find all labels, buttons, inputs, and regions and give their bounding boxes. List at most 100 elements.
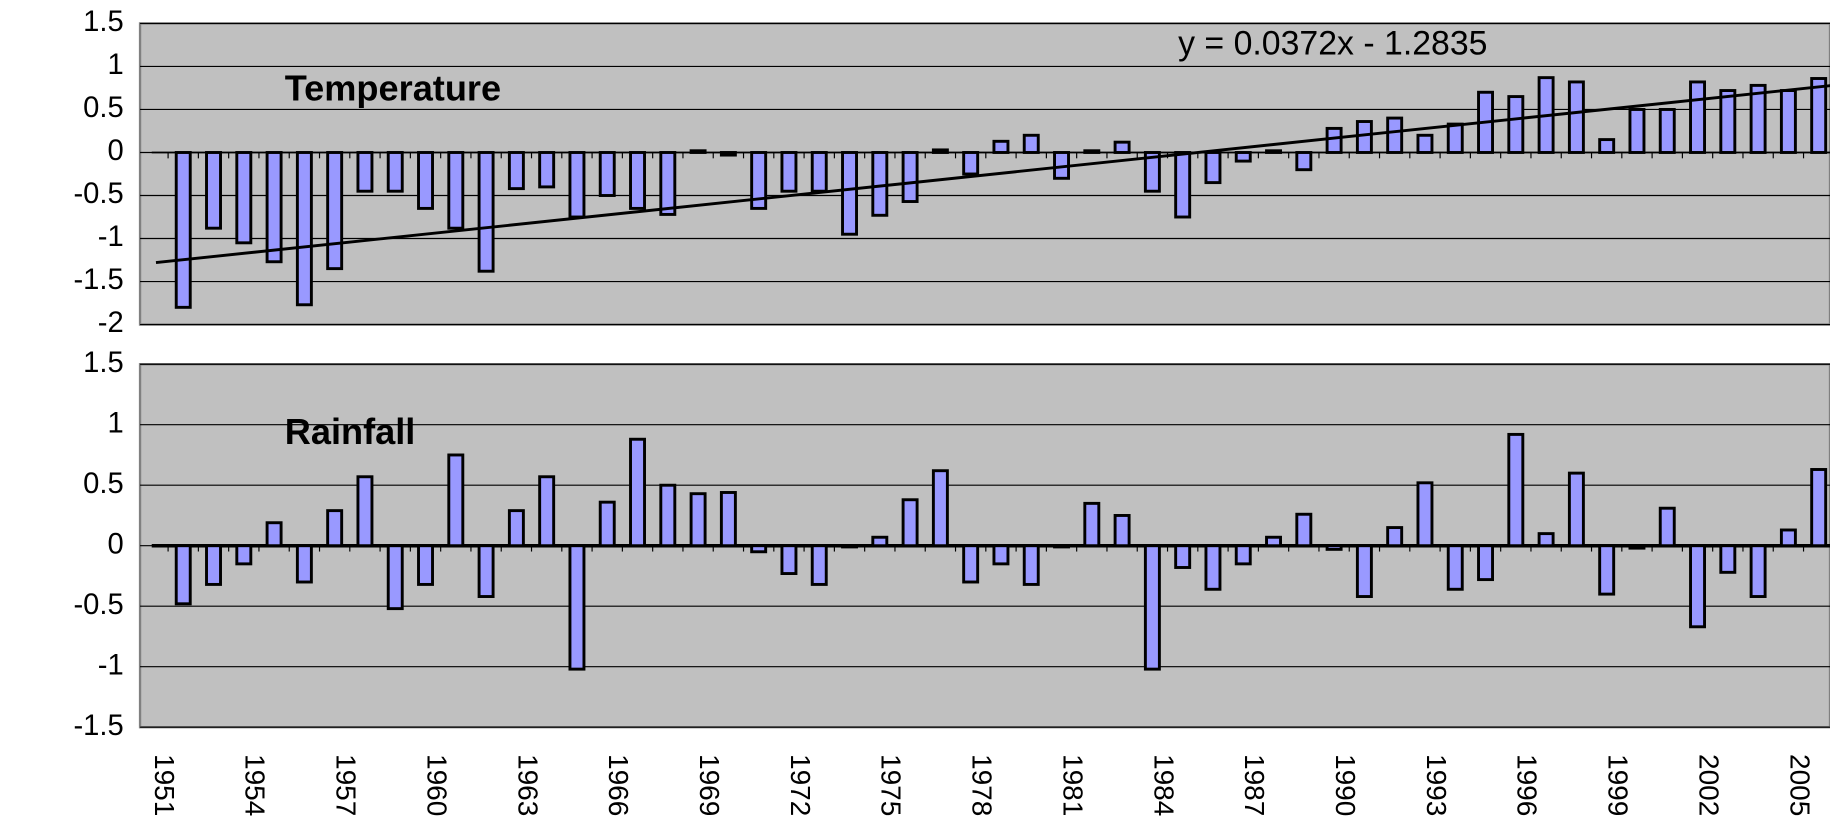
- y-tick-label: -1: [98, 649, 124, 681]
- bar: [719, 151, 737, 157]
- bar: [1204, 544, 1222, 591]
- y-tick-label: 0.5: [83, 92, 124, 124]
- bar: [1022, 133, 1040, 154]
- bar: [507, 509, 525, 548]
- bar: [1053, 544, 1070, 549]
- bar: [417, 151, 434, 210]
- bar: [1628, 108, 1646, 154]
- y-tick-label: -1.5: [73, 264, 123, 296]
- bar: [295, 544, 313, 584]
- bar: [1355, 544, 1373, 598]
- bar: [1083, 501, 1101, 548]
- y-tick-label: 0: [107, 528, 123, 560]
- bar: [174, 544, 192, 606]
- x-tick-label: 1981: [1057, 754, 1088, 816]
- bar: [1234, 544, 1252, 566]
- bar: [235, 544, 253, 566]
- bar: [962, 151, 980, 176]
- y-tick-label: 1: [107, 407, 123, 439]
- y-tick-label: 1: [107, 49, 123, 81]
- bar: [598, 500, 616, 548]
- panel-title: Rainfall: [285, 411, 416, 452]
- bar: [568, 151, 586, 219]
- bar: [1234, 151, 1252, 163]
- bars: [151, 76, 1830, 309]
- bar: [1265, 535, 1282, 548]
- y-tick-label: -0.5: [73, 589, 123, 621]
- bar: [1507, 95, 1525, 154]
- bar: [1477, 544, 1494, 582]
- bar: [1174, 151, 1192, 219]
- bar: [1295, 151, 1313, 172]
- bar: [1295, 512, 1313, 548]
- bar: [1265, 149, 1282, 154]
- bar: [477, 151, 495, 273]
- bar: [1598, 138, 1616, 154]
- bar: [931, 148, 949, 154]
- bar: [1446, 544, 1464, 591]
- bar: [689, 149, 707, 154]
- x-tick-label: 1972: [785, 754, 816, 816]
- bar: [1779, 89, 1797, 154]
- bar: [326, 509, 344, 548]
- bar: [1779, 528, 1797, 548]
- bar: [629, 151, 646, 210]
- bar: [477, 544, 495, 598]
- bar: [841, 544, 858, 549]
- bar: [1022, 544, 1040, 586]
- y-tick-label: 1.5: [83, 347, 124, 379]
- bar: [265, 151, 283, 264]
- y-tick-label: -1: [98, 221, 124, 253]
- bar: [1628, 544, 1646, 550]
- bar: [629, 437, 646, 548]
- y-tick-label: 0: [107, 135, 123, 167]
- bar: [1719, 89, 1737, 154]
- bar: [205, 151, 222, 230]
- bar: [1416, 133, 1434, 154]
- trendline-equation: y = 0.0372x - 1.2835: [1178, 25, 1487, 63]
- bar: [750, 151, 768, 210]
- bar: [174, 151, 192, 309]
- y-tick-label: -0.5: [73, 178, 123, 210]
- bars: [151, 432, 1830, 671]
- bar: [1113, 140, 1131, 154]
- bar: [265, 521, 283, 548]
- bar: [507, 151, 525, 191]
- trendline: [155, 84, 1830, 265]
- x-tick-label: 1963: [512, 754, 543, 816]
- x-tick-label: 1990: [1330, 754, 1361, 816]
- bar: [1719, 544, 1737, 574]
- x-tick-label: 2002: [1693, 754, 1724, 816]
- y-tick-label: 1.5: [83, 6, 124, 38]
- bar: [931, 469, 949, 548]
- bar: [235, 151, 253, 245]
- bar: [1143, 151, 1161, 193]
- bar: [810, 151, 828, 193]
- bar: [841, 151, 858, 236]
- panel-title: Temperature: [285, 68, 501, 109]
- bar: [1325, 544, 1343, 551]
- bar: [1567, 471, 1585, 548]
- bar: [598, 151, 616, 197]
- bar: [1810, 468, 1828, 548]
- bar: [1143, 544, 1161, 671]
- bar: [1689, 80, 1706, 154]
- x-tick-label: 1951: [149, 754, 180, 816]
- bar: [1749, 83, 1767, 154]
- x-tick-label: 1984: [1148, 754, 1179, 816]
- bar: [901, 151, 919, 203]
- bar: [901, 498, 919, 548]
- bar: [447, 151, 465, 230]
- bar: [1598, 544, 1616, 596]
- bar: [659, 483, 677, 548]
- bar: [1689, 544, 1706, 629]
- bar: [205, 544, 222, 586]
- bar: [1810, 77, 1828, 154]
- bar: [750, 544, 768, 554]
- bar: [1204, 151, 1222, 185]
- bar: [1325, 126, 1343, 154]
- bar: [719, 491, 737, 548]
- y-tick-label: 0.5: [83, 468, 124, 500]
- bar: [1416, 481, 1434, 548]
- bar: [1567, 80, 1585, 154]
